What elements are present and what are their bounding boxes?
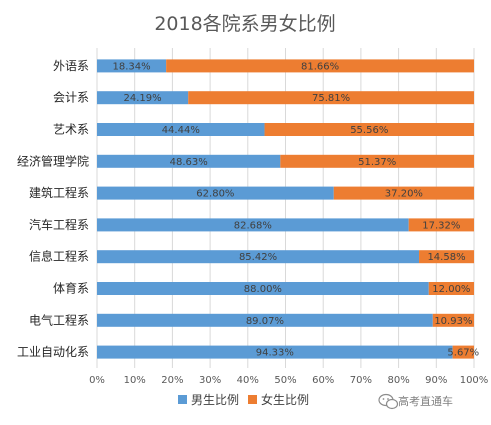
value-labels: 18.34% 81.66% 24.19% 75.81% 44.44% 55.56% 48.6…	[113, 61, 480, 358]
data-label: 81.66%	[301, 61, 339, 72]
data-label: 37.20%	[385, 189, 423, 200]
legend-label: 女生比例	[261, 392, 309, 407]
bar-female	[280, 154, 474, 168]
data-label: 85.42%	[239, 252, 277, 263]
data-label: 12.00%	[432, 284, 470, 295]
bar-male	[97, 345, 453, 359]
data-label: 44.44%	[162, 125, 200, 136]
bar-female	[408, 218, 474, 232]
data-label: 10.93%	[434, 316, 472, 327]
bar-male	[97, 123, 265, 136]
x-tick-label: 0%	[89, 375, 105, 386]
category-label: 会计系	[53, 91, 89, 105]
x-axis-tick-labels: 0% 10% 20% 30% 40% 50% 60% 70% 80% 90% 100%	[89, 375, 488, 386]
data-label: 94.33%	[256, 348, 294, 359]
bar-female	[428, 282, 474, 295]
bar-female	[419, 250, 474, 264]
bar-male	[97, 91, 189, 105]
category-label: 电气工程系	[29, 312, 89, 327]
x-tick-label: 40%	[237, 375, 259, 386]
x-tick-label: 60%	[312, 375, 334, 386]
bar-male	[97, 250, 420, 264]
bars	[97, 59, 475, 359]
bar-female	[264, 123, 474, 136]
watermark: 高考直通车	[378, 393, 453, 410]
category-label: 信息工程系	[29, 249, 89, 264]
data-label: 62.80%	[196, 189, 234, 200]
data-label: 82.68%	[234, 220, 272, 231]
category-label: 建筑工程系	[29, 185, 89, 200]
x-tick-label: 70%	[350, 375, 372, 386]
category-label: 经济管理学院	[17, 153, 89, 168]
category-label: 工业自动化系	[17, 345, 89, 359]
bar-male	[97, 218, 409, 232]
bar-female	[188, 91, 475, 105]
data-label: 88.00%	[244, 284, 282, 295]
bar-male	[97, 186, 334, 200]
bar-female	[432, 313, 474, 327]
category-label: 外语系	[53, 59, 89, 73]
data-label: 48.63%	[170, 157, 208, 168]
legend-swatch	[178, 395, 187, 404]
data-label: 14.58%	[427, 252, 465, 263]
x-tick-label: 30%	[199, 375, 221, 386]
x-tick-label: 20%	[161, 375, 183, 386]
legend-label: 男生比例	[191, 393, 239, 407]
bar-female	[166, 59, 475, 73]
x-tick-label: 80%	[387, 375, 409, 386]
category-label: 汽车工程系	[29, 217, 89, 232]
data-label: 89.07%	[246, 316, 284, 327]
data-label: 51.37%	[358, 157, 396, 168]
data-label: 18.34%	[113, 61, 151, 72]
data-label: 55.56%	[350, 125, 388, 136]
data-label: 17.32%	[422, 220, 460, 231]
watermark-text: 高考直通车	[398, 394, 453, 408]
bar-male	[97, 282, 429, 295]
x-tick-label: 10%	[124, 375, 146, 386]
bar-male	[97, 59, 167, 73]
bar-female	[333, 186, 474, 200]
data-label: 75.81%	[312, 93, 350, 104]
chart-title: 2018各院系男女比例	[154, 13, 335, 35]
x-tick-label: 90%	[425, 375, 447, 386]
wechat-icon	[378, 393, 399, 410]
bar-male	[97, 313, 433, 327]
x-tick-label: 50%	[274, 375, 296, 386]
data-label: 24.19%	[124, 93, 162, 104]
legend: 男生比例 女生比例	[178, 392, 309, 407]
bar-female	[452, 345, 474, 359]
category-labels: 外语系会计系艺术系经济管理学院建筑工程系汽车工程系信息工程系体育系电气工程系工业…	[17, 59, 89, 359]
category-label: 艺术系	[53, 123, 89, 137]
bar-male	[97, 154, 281, 168]
category-label: 体育系	[53, 281, 89, 296]
x-tick-label: 100%	[460, 375, 489, 386]
legend-swatch	[248, 395, 257, 404]
data-label: 5.67%	[447, 348, 479, 359]
